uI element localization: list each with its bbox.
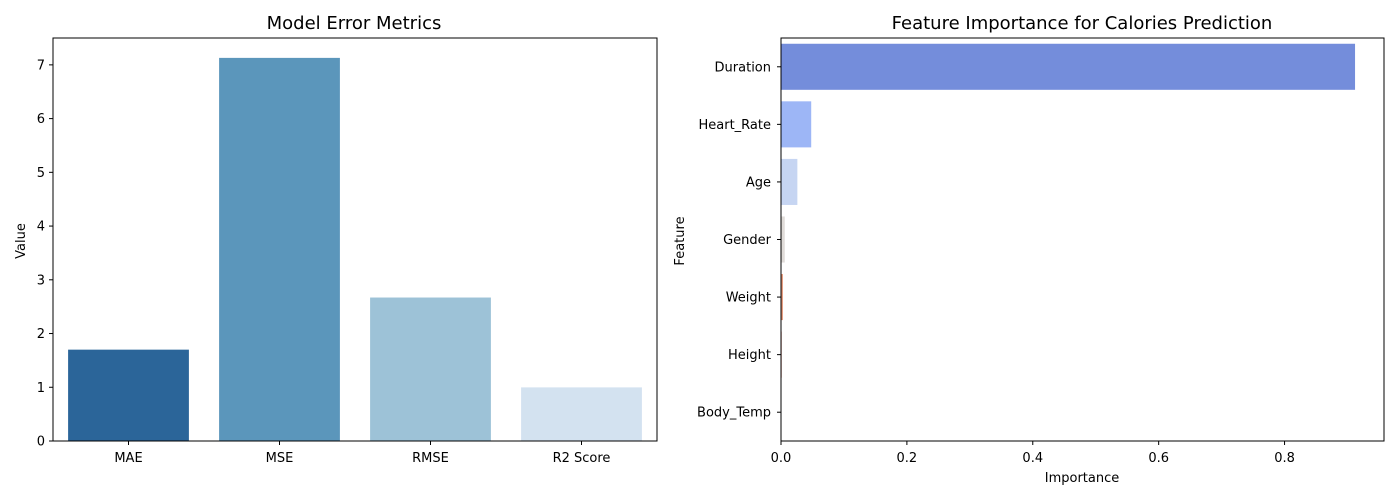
x-tick-label: MSE: [266, 451, 294, 466]
chart-feature-importance: Feature Importance for Calories Predicti…: [673, 13, 1385, 486]
x-tick-label: RMSE: [412, 451, 449, 466]
y-tick-label: Body_Temp: [697, 406, 771, 421]
bar-heart-rate: [781, 101, 812, 148]
x-tick-label: 0.4: [1022, 451, 1043, 466]
y-tick-label: Age: [746, 175, 771, 190]
x-tick-label: 0.6: [1148, 451, 1169, 466]
chart2-bars: [781, 43, 1356, 436]
chart1-ylabel: Value: [14, 223, 29, 259]
bar-mae: [68, 349, 189, 441]
bar-age: [781, 158, 798, 205]
y-tick-label: 1: [37, 381, 45, 396]
bar-rmse: [370, 297, 491, 441]
chart2-axes-frame: [780, 37, 1385, 442]
bar-duration: [781, 43, 1356, 90]
y-tick-label: 2: [37, 327, 45, 342]
chart1-axes-frame: [52, 37, 658, 442]
x-tick-label: 0.0: [771, 451, 792, 466]
chart2-x-ticks: 0.0 0.2 0.4 0.6 0.8: [771, 441, 1295, 466]
x-tick-label: 0.2: [897, 451, 918, 466]
y-tick-label: 6: [37, 112, 45, 127]
chart2-title: Feature Importance for Calories Predicti…: [892, 13, 1273, 34]
chart-model-error-metrics: Model Error Metrics Value 0 1 2 3 4 5 6 7 MAE MS…: [14, 13, 658, 466]
y-tick-label: 5: [37, 166, 45, 181]
chart2-ylabel: Feature: [673, 216, 688, 265]
chart1-y-ticks: 0 1 2 3 4 5 6 7: [37, 58, 53, 450]
y-tick-label: 7: [37, 58, 45, 73]
y-tick-label: Gender: [723, 233, 772, 248]
x-tick-label: MAE: [114, 451, 142, 466]
chart1-x-ticks: MAE MSE RMSE R2 Score: [114, 441, 610, 466]
y-tick-label: 0: [37, 435, 45, 450]
y-tick-label: Height: [728, 348, 771, 363]
chart2-y-ticks: Duration Heart_Rate Age Gender Weight Height B…: [697, 60, 781, 421]
bar-gender: [781, 216, 785, 263]
x-tick-label: R2 Score: [553, 451, 611, 466]
x-tick-label: 0.8: [1274, 451, 1295, 466]
y-tick-label: Duration: [715, 60, 771, 75]
y-tick-label: 3: [37, 273, 45, 288]
y-tick-label: Heart_Rate: [699, 118, 772, 133]
y-tick-label: 4: [37, 220, 45, 235]
chart1-bars: [68, 57, 642, 441]
bar-mse: [219, 57, 340, 441]
y-tick-label: Weight: [726, 291, 771, 306]
chart1-title: Model Error Metrics: [267, 13, 442, 34]
bar-r2-score: [521, 387, 642, 441]
bar-weight: [781, 274, 783, 321]
chart2-xlabel: Importance: [1045, 471, 1120, 486]
